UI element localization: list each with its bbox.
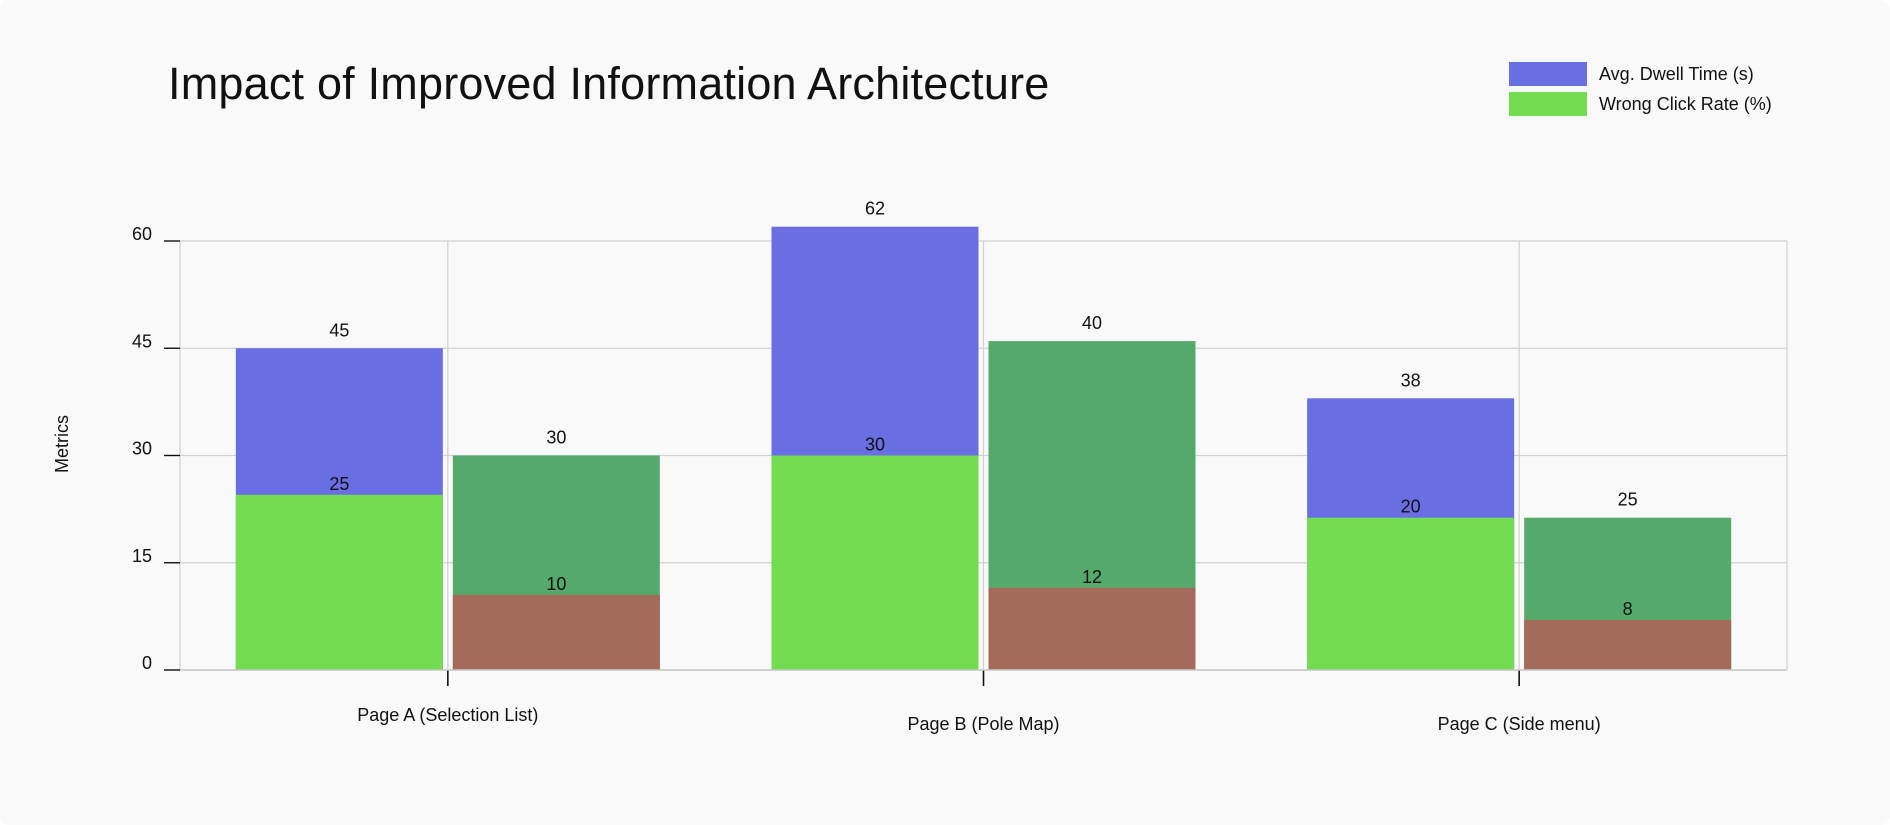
legend-item-dwell-time: Avg. Dwell Time (s) (1509, 59, 1772, 89)
bars (235, 226, 1732, 670)
value-label-total: 25 (1618, 490, 1638, 510)
value-label-total: 30 (546, 428, 566, 448)
value-label-inner: 8 (1623, 599, 1633, 619)
legend-label-wrong-click: Wrong Click Rate (%) (1599, 93, 1772, 114)
chart-title: Impact of Improved Information Architect… (168, 58, 1050, 109)
value-label-inner: 25 (329, 474, 349, 494)
y-tick-label: 30 (132, 439, 152, 459)
value-label-inner: 10 (546, 574, 566, 594)
y-tick-label: 60 (132, 224, 152, 244)
axes (164, 240, 1787, 686)
labels: 0 15 30 45 60 45 25 30 10 Page A (Selection List)… (132, 199, 1638, 734)
bar-inner (235, 494, 443, 670)
legend-swatch-wrong-click (1509, 92, 1587, 116)
value-label-inner: 30 (865, 435, 885, 455)
legend-label-dwell-time: Avg. Dwell Time (s) (1599, 63, 1754, 84)
bar-inner (771, 455, 979, 670)
y-axis-title: Metrics (52, 415, 72, 473)
x-tick-label: Page B (Pole Map) (907, 714, 1059, 734)
value-label-total: 40 (1082, 313, 1102, 333)
legend-swatch-dwell-time (1509, 62, 1587, 86)
bar-inner (1524, 619, 1732, 670)
legend-item-wrong-click: Wrong Click Rate (%) (1509, 89, 1772, 119)
bar-inner (1307, 517, 1515, 670)
x-tick-label: Page C (Side menu) (1438, 714, 1601, 734)
bar-inner (988, 587, 1196, 670)
y-tick-label: 15 (132, 546, 152, 566)
value-label-inner: 20 (1401, 497, 1421, 517)
value-label-total: 62 (865, 199, 885, 219)
legend: Avg. Dwell Time (s) Wrong Click Rate (%) (1509, 59, 1772, 119)
y-tick-label: 45 (132, 331, 152, 351)
value-label-total: 38 (1401, 370, 1421, 390)
value-label-total: 45 (329, 320, 349, 340)
value-label-inner: 12 (1082, 567, 1102, 587)
y-tick-label: 0 (142, 653, 152, 673)
x-tick-label: Page A (Selection List) (357, 705, 538, 725)
bar-inner (452, 594, 660, 670)
